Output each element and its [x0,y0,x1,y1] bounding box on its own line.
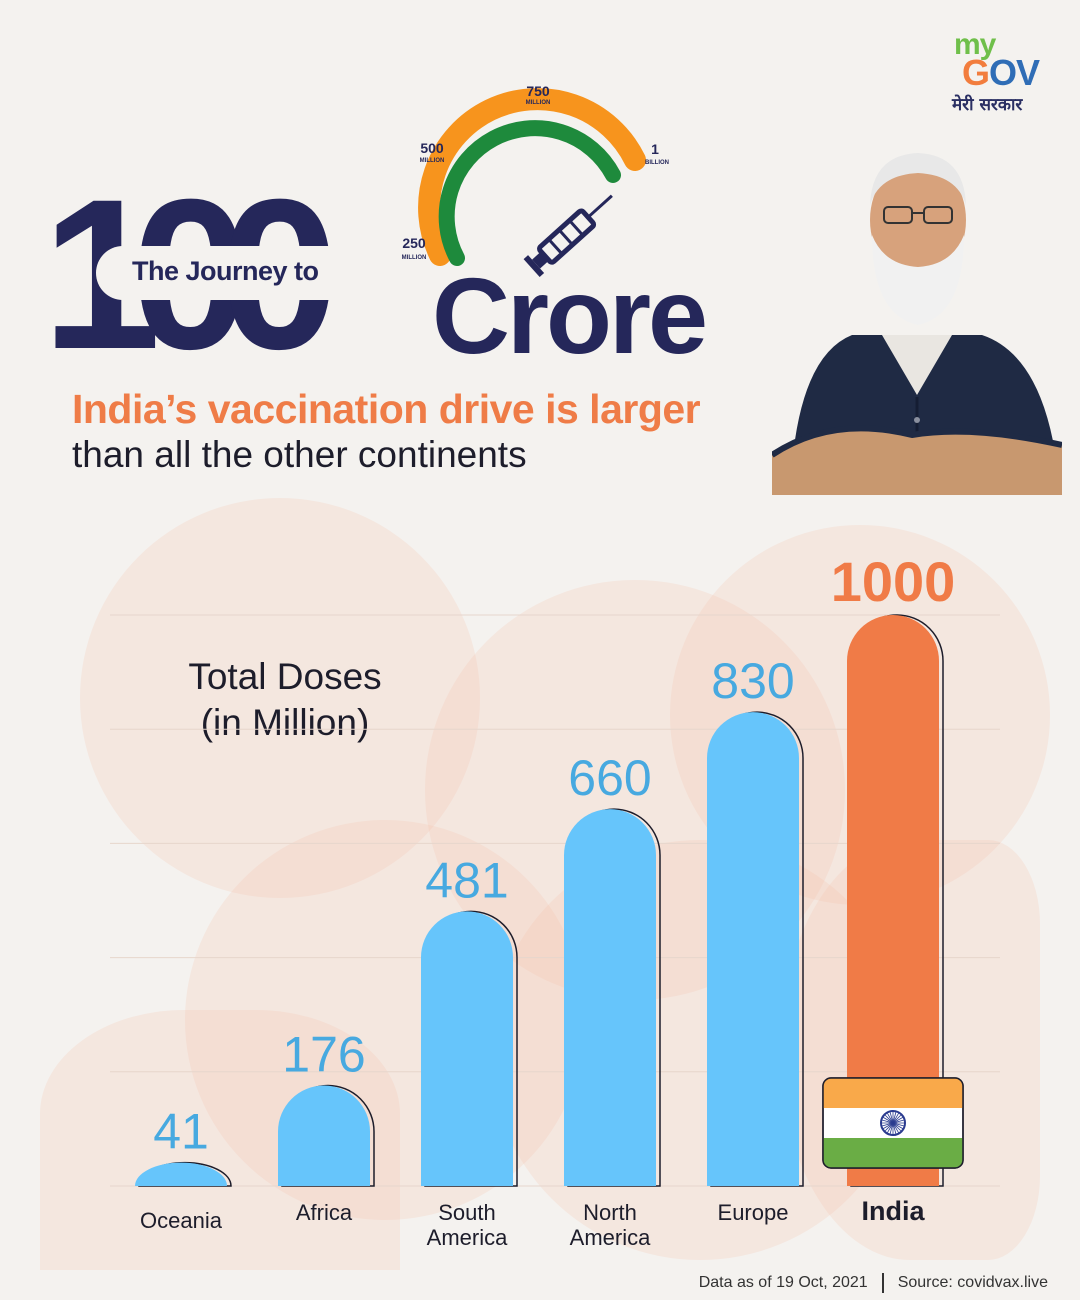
value-label: 481 [425,852,508,908]
gauge-inner-arc [438,120,621,266]
category-label: North [583,1200,637,1225]
background-circle [490,840,910,1260]
svg-text:BILLION: BILLION [645,160,669,166]
gauge-outer-arc [418,88,646,266]
chakra-spoke [881,1119,905,1127]
flag-green-band [823,1138,963,1168]
svg-text:MILLION: MILLION [526,100,551,106]
logo-hindi-text: मेरी सरकार [952,95,1023,115]
footer: Data as of 19 Oct, 2021 Source: covidvax.… [699,1273,1048,1293]
bar-north-america [564,809,656,1186]
svg-text:MILLION: MILLION [402,255,427,261]
leader-portrait [772,153,1062,495]
category-label: India [861,1196,925,1226]
value-label: 1000 [831,550,956,613]
chart-title: Total Doses (in Million) [150,654,420,747]
flag-saffron-band [823,1078,963,1108]
bar-south-america [421,911,513,1186]
footer-separator [881,1273,884,1293]
subheadline: than all the other continents [72,434,527,475]
crore-text: Crore [432,255,708,376]
bar-europe [707,712,800,1186]
journey-pill-background [96,246,386,300]
bar-africa [278,1085,370,1186]
journey-text: The Journey to [132,256,319,286]
source-text: Source: covidvax.live [897,1274,1048,1292]
category-label: America [570,1225,651,1250]
bar-oceania [135,1162,227,1186]
category-label: Africa [296,1200,353,1225]
mygov-logo: my GOV मेरी सरकार [948,28,1060,118]
flag-border [822,1077,964,1169]
value-label: 41 [153,1104,209,1160]
background-circle [185,820,585,1220]
headline: India’s vaccination drive is larger [72,386,701,432]
svg-text:750: 750 [526,83,550,99]
bar-india [847,615,939,1186]
value-label: 660 [568,750,651,806]
svg-text:500: 500 [420,140,444,156]
chart-title-line: (in Million) [200,702,370,744]
svg-text:250: 250 [402,235,426,251]
logo-my-text: my [954,28,996,61]
gauge-tick-250: 250 MILLION [402,235,427,261]
background-circle [80,498,480,898]
value-label: 830 [711,653,794,709]
gauge-tick-750: 750 MILLION [526,83,551,106]
gauge-tick-1: 1 BILLION [645,141,669,166]
category-label: America [427,1225,508,1250]
category-label: Oceania [140,1208,223,1233]
svg-text:1: 1 [651,141,659,157]
data-note: Data as of 19 Oct, 2021 [698,1274,868,1292]
syringe-icon [523,194,613,277]
svg-text:MILLION: MILLION [420,158,445,164]
value-label: 176 [282,1027,365,1083]
chart-title-line: Total Doses [188,656,382,697]
category-label: Europe [718,1200,789,1225]
logo-gov-text: GOV [962,52,1040,93]
gauge-tick-500: 500 MILLION [420,140,445,164]
vaccination-gauge: 250 MILLION 500 MILLION 750 MILLION 1 BI… [402,83,669,277]
category-label: South [438,1200,496,1225]
